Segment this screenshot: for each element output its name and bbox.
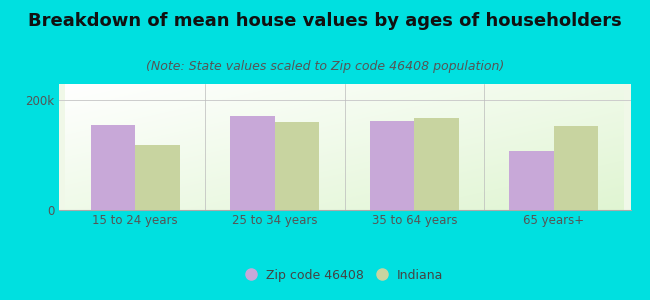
Bar	[275, 122, 319, 210]
Bar	[509, 151, 554, 210]
Bar	[135, 146, 180, 210]
Legend: Zip code 46408, Indiana: Zip code 46408, Indiana	[246, 269, 443, 282]
Bar	[554, 126, 599, 210]
Text: (Note: State values scaled to Zip code 46408 population): (Note: State values scaled to Zip code 4…	[146, 60, 504, 73]
Bar	[370, 121, 414, 210]
Text: Breakdown of mean house values by ages of householders: Breakdown of mean house values by ages o…	[28, 12, 622, 30]
Bar	[414, 118, 459, 210]
Bar	[90, 125, 135, 210]
Bar	[230, 116, 275, 210]
